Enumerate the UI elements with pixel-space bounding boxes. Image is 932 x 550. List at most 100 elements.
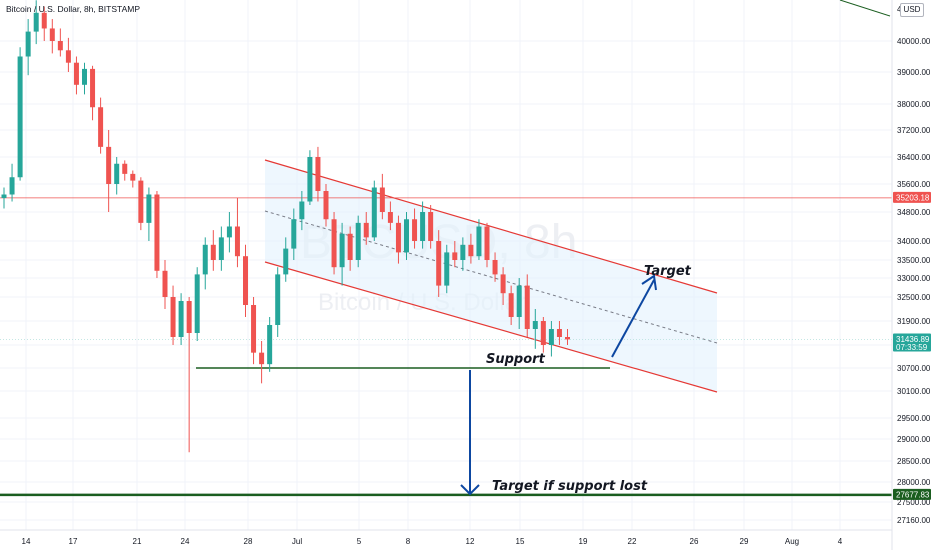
y-tick-label: 27500.00 xyxy=(897,498,931,507)
target-arrow-shaft xyxy=(611,279,655,358)
x-tick-label: 12 xyxy=(466,537,475,546)
candle-body xyxy=(548,329,554,345)
channel-upper-line xyxy=(264,159,718,294)
candle-body xyxy=(387,212,393,223)
x-tick-label: 14 xyxy=(22,537,31,546)
candle-body xyxy=(371,187,377,238)
price-label: 31436.89 xyxy=(896,335,930,344)
x-tick-label: 17 xyxy=(69,537,78,546)
x-tick-label: 28 xyxy=(244,537,253,546)
candle-body xyxy=(25,31,31,57)
price-label: 35203.18 xyxy=(896,193,930,202)
candle-body xyxy=(122,163,128,174)
candle-body xyxy=(17,56,23,178)
y-tick-label: 40000.00 xyxy=(897,37,931,46)
y-tick-label: 33000.00 xyxy=(897,274,931,283)
x-tick-label: 4 xyxy=(838,537,843,546)
y-tick-label: 31900.00 xyxy=(897,317,931,326)
target-label: Target xyxy=(644,264,692,279)
chart-title: Bitcoin / U.S. Dollar, 8h, BITSTAMP xyxy=(6,4,140,14)
candle-body xyxy=(315,157,321,191)
candle-body xyxy=(404,219,409,253)
candle-body xyxy=(106,146,112,184)
candle-body xyxy=(460,244,466,260)
support-lost-arrow-head xyxy=(460,484,480,496)
descending-channel xyxy=(264,159,718,393)
target-arrow-head xyxy=(641,274,657,291)
candle-body xyxy=(565,337,570,340)
target-if-support-lost-label: Target if support lost xyxy=(492,479,648,494)
price-label: 27677.83 xyxy=(896,490,930,499)
candle-body xyxy=(218,237,224,260)
candle-body xyxy=(226,226,232,238)
candle-body xyxy=(194,274,200,333)
y-tick-label: 34800.00 xyxy=(897,208,931,217)
candle-body xyxy=(98,107,104,147)
candle-body xyxy=(412,219,418,241)
candle-body xyxy=(251,305,257,353)
candle-body xyxy=(49,28,55,41)
candle-body xyxy=(540,321,546,345)
candle-body xyxy=(90,68,96,108)
candle-body xyxy=(170,297,176,337)
candle-body xyxy=(299,201,305,220)
y-tick-label: 29000.00 xyxy=(897,435,931,444)
candle-body xyxy=(146,194,152,223)
candle-body xyxy=(162,270,168,297)
channel-fill xyxy=(265,160,717,392)
candle-body xyxy=(178,301,184,337)
candle-body xyxy=(267,325,273,365)
candle-body xyxy=(9,177,15,195)
candle-body xyxy=(275,274,281,325)
y-tick-label: 32500.00 xyxy=(897,293,931,302)
candle-body xyxy=(508,293,514,317)
candle-body xyxy=(283,248,289,275)
candle-body xyxy=(65,50,71,63)
x-tick-label: 21 xyxy=(133,537,142,546)
trend-line-fragment xyxy=(839,0,891,17)
x-tick-label: 8 xyxy=(406,537,411,546)
x-axis: 14 17 21 24 28 Jul 5 8 12 15 19 22 26 29 Aug 4 xyxy=(0,529,892,546)
candle-body xyxy=(468,244,474,257)
price-label-countdown: 07:33:59 xyxy=(896,343,928,352)
x-tick-label: 15 xyxy=(516,537,525,546)
price-label-box xyxy=(893,333,931,352)
y-tick-label: 36400.00 xyxy=(897,153,931,162)
candle-body xyxy=(476,226,482,257)
candle-body xyxy=(130,173,136,181)
y-tick-label: 29500.00 xyxy=(897,414,931,423)
y-tick-label: 28500.00 xyxy=(897,457,931,466)
candle-body xyxy=(484,226,490,260)
x-tick-label: 29 xyxy=(740,537,749,546)
currency-badge[interactable]: USD xyxy=(900,3,924,17)
candle-body xyxy=(556,329,562,337)
x-tick-label: 24 xyxy=(181,537,190,546)
candle-body xyxy=(186,301,192,333)
candle-body xyxy=(114,163,120,184)
candle-body xyxy=(82,68,87,85)
candle-body xyxy=(516,285,522,317)
candle-body xyxy=(452,252,458,260)
candle-body xyxy=(428,212,434,241)
candle-body xyxy=(436,241,442,286)
candle-body xyxy=(138,180,144,223)
y-axis: 40000.00 39000.00 38000.00 37200.00 36400.00… xyxy=(891,0,931,550)
support-label: Support xyxy=(486,352,546,367)
candle-body xyxy=(331,219,337,268)
price-label-box xyxy=(893,191,931,203)
y-tick-label: 28000.00 xyxy=(897,478,931,487)
y-tick-label: 27160.00 xyxy=(897,516,931,525)
arrows xyxy=(460,0,891,496)
candle-body xyxy=(33,12,39,32)
price-label-box xyxy=(893,488,931,500)
candle-body xyxy=(291,219,297,249)
candle-body xyxy=(307,157,313,202)
candle-body xyxy=(41,12,47,29)
candle-body xyxy=(243,256,248,305)
candle-body xyxy=(347,233,353,260)
candle-body xyxy=(492,260,498,275)
candle-body xyxy=(524,285,530,329)
